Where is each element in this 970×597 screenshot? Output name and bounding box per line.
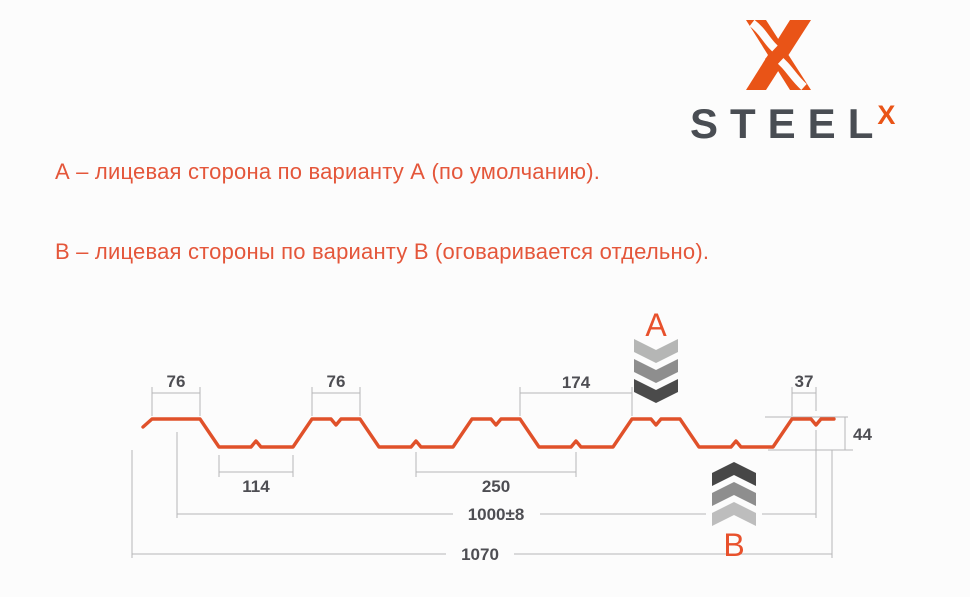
- marker-a-chevrons-down-icon: [634, 339, 678, 403]
- steelx-x-icon: [746, 20, 811, 90]
- label-pitch: 250: [482, 477, 510, 496]
- label-crest-gap: 174: [562, 373, 591, 392]
- label-valley-bottom: 114: [242, 477, 270, 496]
- label-edge-notch: 37: [795, 372, 814, 391]
- brand-text: STEEL: [690, 100, 886, 147]
- marker-a-letter: A: [645, 307, 667, 343]
- note-variant-a: А – лицевая сторона по варианту А (по ум…: [55, 159, 601, 184]
- dim-crest-2: [311, 387, 361, 416]
- brand-sup-x: X: [877, 100, 896, 130]
- dim-height: [765, 416, 853, 451]
- marker-a: A: [634, 307, 678, 403]
- note-variant-b: В – лицевая стороны по варианту В (огова…: [55, 239, 710, 264]
- dim-pitch: [415, 452, 577, 477]
- dim-crest-1: [151, 387, 201, 416]
- steelx-logo: STEELX: [690, 20, 930, 145]
- profile-outline: [141, 417, 836, 449]
- dim-valley-bottom: [218, 455, 294, 477]
- label-crest-1: 76: [167, 372, 186, 391]
- dim-working-width: [176, 430, 817, 518]
- marker-b: B: [706, 456, 762, 563]
- label-working-width: 1000±8: [468, 505, 525, 524]
- dim-crest-gap: [519, 387, 633, 416]
- steelx-wordmark: STEELX: [690, 100, 930, 147]
- marker-b-chevrons-up-icon: [712, 462, 756, 526]
- dim-edge-notch: [791, 387, 817, 416]
- label-crest-2: 76: [327, 372, 346, 391]
- label-overall-width: 1070: [461, 545, 499, 564]
- label-profile-height: 44: [853, 425, 872, 444]
- dim-overall-width: [131, 450, 833, 558]
- marker-b-letter: B: [723, 527, 744, 563]
